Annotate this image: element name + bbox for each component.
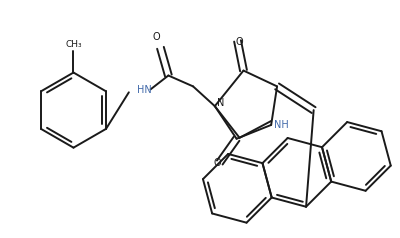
Text: CH₃: CH₃ [65,40,82,49]
Text: N: N [217,98,224,108]
Text: HN: HN [137,85,152,95]
Text: O: O [236,37,243,47]
Text: NH: NH [274,120,289,130]
Text: O: O [214,159,222,169]
Text: O: O [153,32,160,42]
